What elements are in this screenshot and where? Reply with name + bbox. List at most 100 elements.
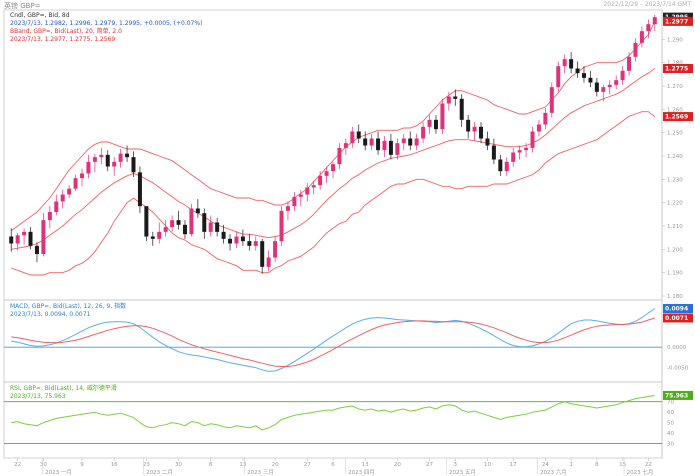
candle-body <box>305 187 310 195</box>
candle-body <box>176 220 181 225</box>
time-tick-label: 10 <box>484 462 491 468</box>
time-tick-label: 27 <box>426 462 433 468</box>
macd-legend-line-2: 2023/7/13, 0.0094, 0.0071 <box>10 311 91 318</box>
candle-body <box>54 201 59 212</box>
candle-body <box>581 73 586 78</box>
month-label: 2023 七月 <box>627 468 654 476</box>
macd-tick-label: -0.0050 <box>667 366 689 372</box>
candle-body <box>414 138 419 146</box>
price-badge-label: 1.2569 <box>665 114 688 121</box>
time-tick-label: 13 <box>239 462 246 468</box>
candle-body <box>646 24 651 32</box>
rsi-tick-label: 50 <box>667 421 674 427</box>
candle-body <box>324 171 329 176</box>
candle-body <box>401 138 406 144</box>
window-title: 英镑 GBP= <box>4 2 41 10</box>
candle-body <box>125 153 130 158</box>
candle-body <box>92 157 97 162</box>
candle-body <box>208 222 213 232</box>
candle-body <box>607 84 612 88</box>
candle-body <box>485 138 490 146</box>
candle-body <box>273 241 278 258</box>
candle-body <box>163 227 168 232</box>
candle-body <box>221 231 226 239</box>
month-label: 2023 二月 <box>146 469 173 476</box>
candle-body <box>15 235 20 244</box>
candle-body <box>41 220 46 254</box>
time-tick-label: 9 <box>80 462 84 468</box>
main-legend: Cndl, GBP=, Bid, 8d 2023/7/13, 1.2982, 1… <box>10 12 202 44</box>
candle-body <box>530 131 535 148</box>
candle-body <box>150 236 155 239</box>
time-tick-label: 30 <box>40 462 47 468</box>
macd-badge-label: 0.0071 <box>665 315 688 322</box>
candle-body <box>479 126 484 139</box>
candle-body <box>170 220 175 228</box>
candle-body <box>260 241 265 267</box>
price-badge <box>663 16 693 26</box>
candle-body <box>543 112 548 125</box>
candle-body <box>202 213 207 232</box>
candle-body <box>350 131 355 144</box>
price-badge-label: 1.2775 <box>665 66 688 73</box>
price-tick-label: 1.240 <box>667 154 683 160</box>
price-tick-label: 1.190 <box>667 271 683 277</box>
candle-body <box>369 138 374 146</box>
candle-body <box>343 143 348 148</box>
legend-line-3: BBand, GBP=, Bid(Last), 20, 简单, 2.0 <box>10 28 122 35</box>
rsi-line <box>11 395 655 431</box>
time-tick-label: 22 <box>645 462 652 468</box>
macd-tick-label: 0.0000 <box>667 345 687 351</box>
price-tick-label: 1.200 <box>667 247 683 253</box>
candle-body <box>614 80 619 85</box>
price-tick-label: 1.230 <box>667 177 683 183</box>
candle-body <box>234 236 239 244</box>
time-tick-label: 1 <box>569 462 573 468</box>
candle-body <box>195 208 200 214</box>
time-tick-label: 24 <box>542 462 549 468</box>
time-tick-label: 17 <box>510 462 517 468</box>
candle-body <box>266 257 271 267</box>
candle-body <box>105 154 110 167</box>
candle-body <box>620 70 625 81</box>
candle-body <box>633 42 638 57</box>
candle-body <box>253 241 258 246</box>
price-tick-label: 1.210 <box>667 224 683 230</box>
candle-body <box>318 175 323 186</box>
macd-signal-line <box>11 317 655 367</box>
macd-badge <box>663 304 693 314</box>
candle-body <box>491 145 496 160</box>
time-tick-label: 13 <box>362 462 369 468</box>
candle-body <box>517 150 522 153</box>
candle-body <box>536 124 541 132</box>
candle-body <box>292 196 297 207</box>
candle-body <box>34 245 39 254</box>
candle-body <box>440 103 445 130</box>
candle-body <box>594 82 599 92</box>
candle-body <box>376 138 381 151</box>
rsi-badge-label: 75.963 <box>665 392 688 399</box>
candle-body <box>627 56 632 71</box>
macd-legend: MACD, GBP=, Bid(Last), 12, 26, 9, 指数 202… <box>10 303 126 319</box>
candle-body <box>504 161 509 172</box>
candle-body <box>99 154 104 158</box>
candle-body <box>285 206 290 211</box>
candle-body <box>511 152 516 162</box>
time-tick-label: 22 <box>14 462 21 468</box>
macd-series <box>4 308 662 372</box>
candle-body <box>247 241 252 246</box>
candle-body <box>459 98 464 120</box>
rsi-tick-label: 60 <box>667 410 674 416</box>
candle-body <box>549 87 554 113</box>
candle-body <box>356 131 361 139</box>
candle-body <box>453 96 458 99</box>
candle-body <box>189 208 194 235</box>
candle-body <box>228 238 233 244</box>
time-tick-label: 23 <box>143 462 150 468</box>
candle-body <box>157 231 162 239</box>
candle-body <box>112 161 117 167</box>
candle-body <box>388 140 393 155</box>
candle-body <box>22 231 27 236</box>
